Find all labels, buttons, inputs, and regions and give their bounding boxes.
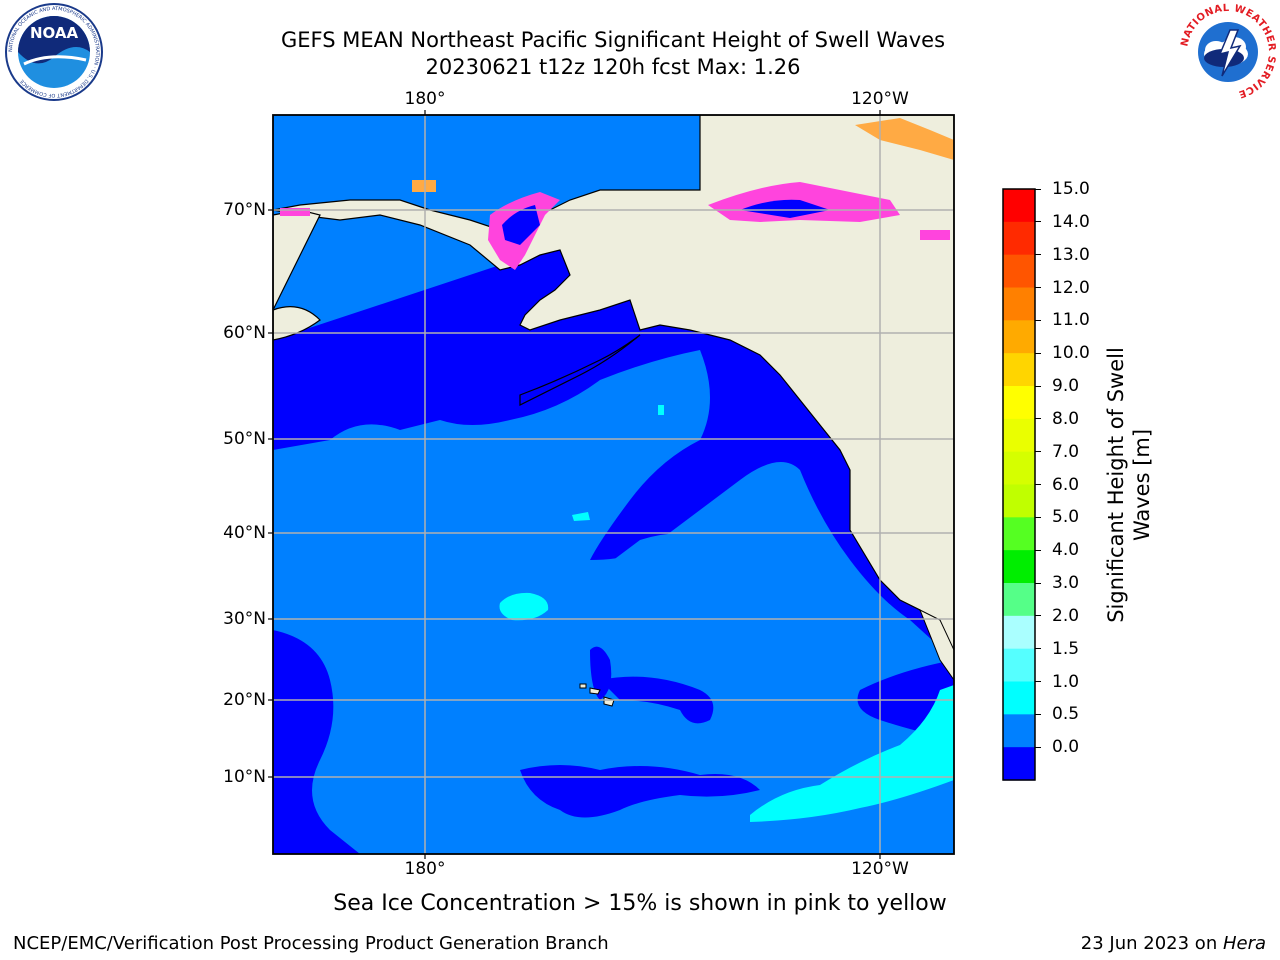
lat-label-60n: 60°N <box>223 323 266 343</box>
colorbar-tick-mark <box>1035 746 1041 748</box>
colorbar-tick-mark <box>1035 418 1041 420</box>
swell-field-south-0-0.5 <box>520 765 760 818</box>
colorbar-tick-mark <box>1035 451 1041 453</box>
colorbar-tick-mark <box>1035 287 1041 288</box>
colorbar-tick-label: 11.0 <box>1052 310 1090 331</box>
colorbar-tick-mark <box>1035 681 1041 682</box>
swell-field-1.0-1.5-c <box>572 512 590 521</box>
colorbar-tick-mark <box>1035 319 1041 321</box>
colorbar-tick-label: 9.0 <box>1052 376 1080 396</box>
colorbar-tick-mark <box>1035 615 1041 617</box>
colorbar-tick-mark <box>1035 484 1041 485</box>
colorbar-tick-label: 14.0 <box>1052 211 1090 232</box>
colorbar-tick-label: 15.0 <box>1052 179 1090 199</box>
colorbar-tick-label: 13.0 <box>1052 244 1090 265</box>
lat-label-10n: 10°N <box>223 767 266 787</box>
lat-label-30n: 30°N <box>223 609 266 629</box>
sea-ice-siberia <box>280 208 310 216</box>
plot-title: GEFS MEAN Northeast Pacific Significant … <box>280 28 946 52</box>
footer-host: Hera <box>1222 933 1266 954</box>
colorbar-tick-label: 1.5 <box>1052 638 1080 659</box>
footer-left: NCEP/EMC/Verification Post Processing Pr… <box>13 933 609 954</box>
colorbar-swatch <box>1003 550 1035 584</box>
sea-ice-wrangel <box>412 180 436 192</box>
swell-field-west-0-0.5 <box>273 630 360 854</box>
colorbar-label-line2: Waves [m] <box>1130 428 1154 542</box>
colorbar-tick-label: 6.0 <box>1052 474 1080 495</box>
aleutian-chain <box>519 334 641 406</box>
graticule <box>273 115 954 854</box>
colorbar-swatch <box>1003 681 1035 715</box>
map-tick-marks <box>268 110 881 859</box>
colorbar-swatch <box>1003 254 1035 289</box>
colorbar-swatch <box>1003 320 1035 354</box>
colorbar-swatch <box>1003 287 1035 321</box>
colorbar-tick-label: 2.0 <box>1052 605 1080 626</box>
colorbar-tick-mark <box>1035 713 1041 715</box>
lat-label-70n: 70°N <box>223 200 266 220</box>
colorbar-tick-label: 1.0 <box>1052 671 1080 692</box>
colorbar-swatch <box>1003 189 1035 223</box>
map-frame <box>272 114 955 855</box>
lon-label-top-120w: 120°W <box>851 89 909 109</box>
map-area <box>273 115 954 854</box>
swell-field-hawaii-0-0.5 <box>590 646 612 700</box>
colorbar-tick-label: 7.0 <box>1052 441 1080 462</box>
colorbar-tick-label: 4.0 <box>1052 540 1080 561</box>
colorbar-tick-mark <box>1035 221 1041 223</box>
lat-label-40n: 40°N <box>223 523 266 543</box>
footer-right: 23 Jun 2023 on Hera <box>1081 933 1266 954</box>
noaa-logo-text: NOAA <box>30 24 79 42</box>
colorbar-swatch <box>1003 451 1035 486</box>
footer-date: 23 Jun 2023 on <box>1080 933 1223 954</box>
colorbar-tick-mark <box>1035 582 1041 584</box>
lat-label-50n: 50°N <box>223 429 266 449</box>
colorbar-tick-label: 0.5 <box>1052 704 1080 725</box>
swell-field-mid-0.5-1.0 <box>600 533 823 667</box>
colorbar-tick-label: 5.0 <box>1052 507 1080 528</box>
colorbar-tick-mark <box>1035 648 1041 650</box>
colorbar <box>1002 188 1036 781</box>
colorbar-tick-mark <box>1035 385 1041 387</box>
colorbar-label-line1: Significant Height of Swell <box>1104 347 1128 623</box>
colorbar-swatch <box>1003 221 1035 256</box>
colorbar-swatch <box>1003 714 1035 748</box>
nws-logo: NATIONAL WEATHER SERVICE <box>1179 3 1277 100</box>
sea-ice-gap <box>502 205 540 245</box>
colorbar-tick-label: 8.0 <box>1052 408 1080 429</box>
colorbar-swatch <box>1003 583 1035 617</box>
colorbar-tick-mark <box>1035 352 1041 354</box>
colorbar-tick-label: 12.0 <box>1052 277 1090 298</box>
colorbar-tick-mark <box>1035 254 1041 256</box>
colorbar-swatch <box>1003 353 1035 387</box>
colorbar-tick-label: 10.0 <box>1052 343 1090 364</box>
swell-field-1.0-1.5-a <box>499 592 549 621</box>
noaa-logo: NOAA NATIONAL OCEANIC AND ATMOSPHERIC AD… <box>5 3 103 101</box>
lon-label-bottom-180: 180° <box>404 859 446 879</box>
caption: Sea Ice Concentration > 15% is shown in … <box>333 891 947 916</box>
colorbar-tick-mark <box>1035 549 1041 551</box>
sea-ice-beaufort-gap <box>740 199 830 218</box>
swell-field-1.0-1.5-d <box>658 405 664 415</box>
colorbar-swatch <box>1003 484 1035 518</box>
plot-subtitle: 20230621 t12z 120h fcst Max: 1.26 <box>425 55 801 79</box>
sea-ice-archipelago <box>920 230 950 240</box>
lat-label-20n: 20°N <box>223 690 266 710</box>
colorbar-swatch <box>1003 386 1035 420</box>
colorbar-tick-mark <box>1035 516 1041 518</box>
colorbar-swatch <box>1003 418 1035 453</box>
colorbar-tick-label: 0.0 <box>1052 737 1080 758</box>
colorbar-swatch <box>1003 517 1035 551</box>
land-kamchatka <box>273 306 321 341</box>
colorbar-tick-mark <box>1035 188 1041 190</box>
colorbar-swatch <box>1003 615 1035 650</box>
colorbar-tick-label: 3.0 <box>1052 573 1080 593</box>
colorbar-swatch <box>1003 747 1035 781</box>
swell-field-1.0-1.5-b <box>750 685 954 822</box>
colorbar-swatch <box>1003 648 1035 683</box>
lon-label-bottom-120w: 120°W <box>851 859 909 879</box>
lon-label-top-180: 180° <box>404 89 446 109</box>
